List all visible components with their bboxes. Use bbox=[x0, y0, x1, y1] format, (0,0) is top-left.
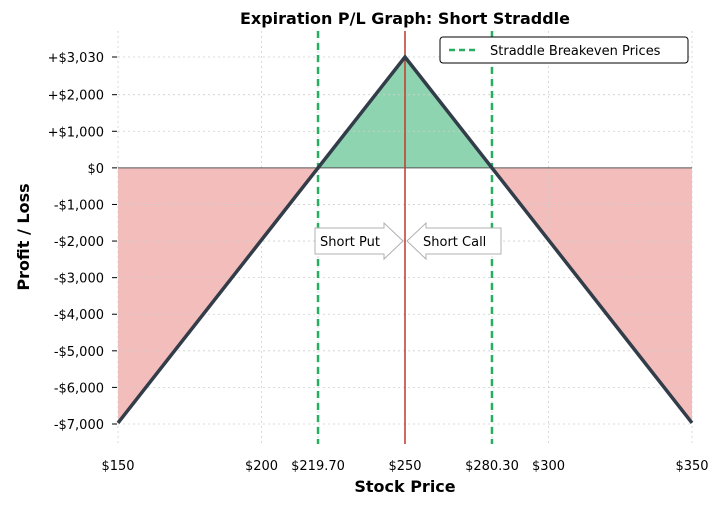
x-tick-label: $300 bbox=[532, 459, 565, 474]
y-axis-ticks: +$3,030 +$2,000 +$1,000 $0 -$1,000 -$2,000 -$3… bbox=[48, 51, 117, 433]
y-tick-label: -$7,000 bbox=[54, 418, 104, 433]
arrow-label: Short Call bbox=[423, 235, 486, 250]
y-tick-label: -$3,000 bbox=[54, 272, 104, 287]
y-tick-label: +$2,000 bbox=[48, 89, 104, 104]
y-tick-label: -$1,000 bbox=[54, 198, 104, 213]
pl-line bbox=[116, 54, 694, 424]
y-tick-label: -$2,000 bbox=[54, 235, 104, 250]
y-axis-title: Profit / Loss bbox=[14, 183, 33, 290]
arrow-label: Short Put bbox=[320, 235, 380, 250]
x-tick-label: $219.70 bbox=[291, 459, 345, 474]
x-tick-label: $250 bbox=[388, 459, 421, 474]
x-tick-label: $150 bbox=[101, 459, 134, 474]
short-put-arrow: Short Put bbox=[314, 221, 404, 261]
arrow-shape bbox=[314, 221, 404, 261]
y-tick-label: $0 bbox=[87, 162, 104, 177]
legend-box bbox=[439, 36, 689, 64]
y-tick-label: -$4,000 bbox=[54, 308, 104, 323]
x-tick-label: $280.30 bbox=[465, 459, 519, 474]
legend-label: Straddle Breakeven Prices bbox=[490, 44, 661, 59]
y-tick-label: -$6,000 bbox=[54, 381, 104, 396]
short-call-arrow: Short Call bbox=[406, 221, 502, 261]
y-tick-label: +$3,030 bbox=[48, 51, 104, 66]
legend: Straddle Breakeven Prices bbox=[439, 36, 689, 64]
x-axis-ticks: $150 $200 $219.70 $250 $280.30 $300 $350 bbox=[101, 459, 708, 474]
y-tick-label: -$5,000 bbox=[54, 345, 104, 360]
x-tick-label: $350 bbox=[675, 459, 708, 474]
x-axis-title: Stock Price bbox=[354, 477, 455, 496]
annotations: Short Put Short Call bbox=[314, 221, 502, 261]
chart-title: Expiration P/L Graph: Short Straddle bbox=[240, 9, 570, 28]
y-tick-label: +$1,000 bbox=[48, 125, 104, 140]
x-tick-label: $200 bbox=[245, 459, 278, 474]
arrow-shape bbox=[406, 221, 502, 261]
